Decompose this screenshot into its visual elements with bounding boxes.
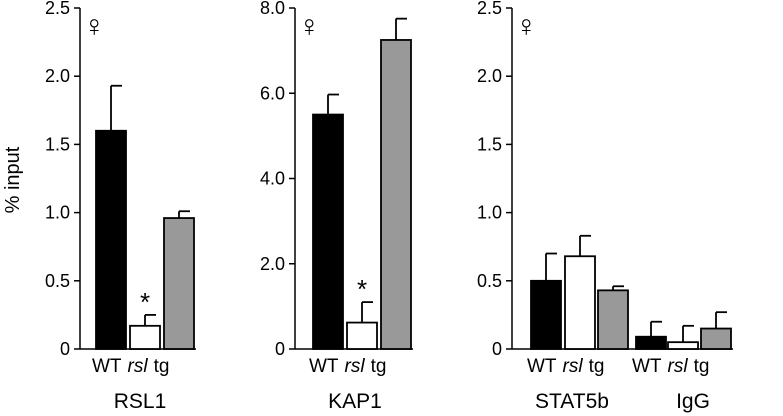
group-label-igg: IgG [676,390,710,413]
y-tick-label: 1.5 [45,134,70,154]
category-labels-kap1: WT rsl tg [309,356,386,377]
category-label-tg: tg [694,356,710,377]
y-axis-label: % input [2,146,24,213]
y-tick-label: 2.0 [477,66,502,86]
y-tick-label: 2.0 [260,254,285,274]
bar-kap1-tg [380,39,412,350]
y-tick-label: 2.0 [45,66,70,86]
female-symbol-rsl1: ♀ [83,10,106,43]
category-labels-rsl1: WT rsl tg [92,356,169,377]
category-label-tg: tg [154,356,170,377]
significance-star-rsl1: * [140,287,150,317]
y-tick-label: 2.5 [477,0,502,18]
category-label-rsl: rsl [128,356,149,377]
bar-stat5b-rsl [564,255,596,350]
bar-stat5b-wt [530,279,562,350]
bar-igg-tg [700,327,732,350]
category-label-tg: tg [371,356,387,377]
category-label-rsl: rsl [668,356,689,377]
category-label-tg: tg [589,356,605,377]
y-tick-label: 2.5 [45,0,70,18]
bar-rsl1-wt [95,129,127,350]
category-label-wt: WT [309,356,339,377]
significance-star-kap1: * [357,274,367,304]
bar-kap1-wt [312,113,344,350]
y-tick-label: 4.0 [260,169,285,189]
y-tick-label: 0.5 [45,271,70,291]
female-symbol-stat5b-igg: ♀ [515,10,538,43]
bar-rsl1-rsl [129,324,161,350]
category-label-wt: WT [527,356,557,377]
y-tick-label: 0.5 [477,271,502,291]
category-label-rsl: rsl [345,356,366,377]
y-tick-label: 8.0 [260,0,285,18]
category-label-rsl: rsl [563,356,584,377]
group-label-stat5b: STAT5b [535,390,609,413]
y-tick-label: 1.0 [477,203,502,223]
y-tick-label: 0 [492,339,502,359]
category-labels-igg: WT rsl tg [632,356,709,377]
y-tick-label: 0 [275,339,285,359]
category-labels-stat5b: WT rsl tg [527,356,604,377]
bar-rsl1-tg [163,217,195,350]
y-tick-label: 6.0 [260,83,285,103]
y-tick-label: 0 [60,339,70,359]
bar-kap1-rsl [346,321,378,350]
group-label-rsl1: RSL1 [114,390,167,413]
category-label-wt: WT [92,356,122,377]
group-label-kap1: KAP1 [328,390,382,413]
bar-igg-rsl [667,341,699,350]
bar-stat5b-tg [597,289,629,350]
female-symbol-kap1: ♀ [298,10,321,43]
y-tick-label: 1.5 [477,134,502,154]
bar-igg-wt [635,335,667,350]
y-tick-label: 1.0 [45,203,70,223]
category-label-wt: WT [632,356,662,377]
